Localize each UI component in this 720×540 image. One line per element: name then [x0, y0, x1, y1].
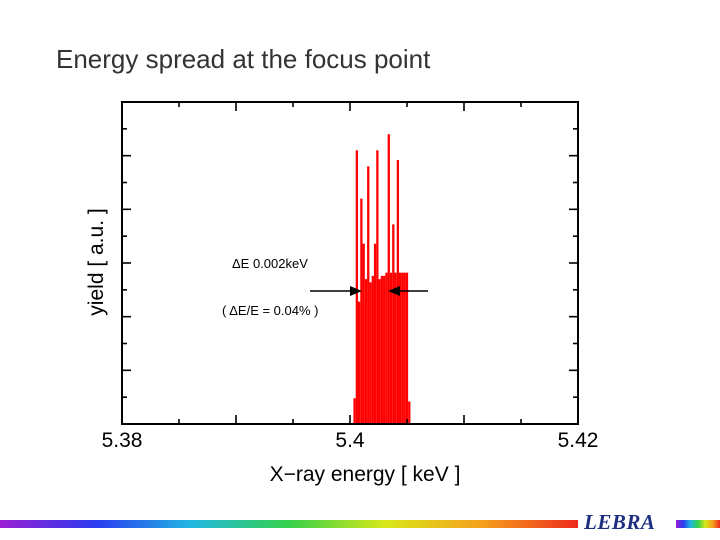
ticks-layer: [121, 101, 579, 425]
bar: [385, 272, 388, 424]
bar: [394, 272, 397, 424]
right-arrow: [388, 286, 428, 296]
bar: [369, 282, 372, 424]
x-tick-label: 5.38: [102, 429, 143, 452]
bar: [360, 198, 363, 424]
bar: [408, 401, 411, 424]
bar: [357, 301, 361, 424]
bar: [401, 272, 404, 424]
rainbow-divider: [0, 520, 578, 528]
bar: [362, 243, 365, 424]
bar: [364, 279, 368, 424]
x-tick-label: 5.42: [558, 429, 599, 452]
slide-title: Energy spread at the focus point: [56, 44, 431, 74]
energy-spread-chart: 5.38 5.4 5.42 ΔE 0.002keV ( ΔE/E = 0.04% )…: [85, 101, 599, 486]
plot-frame: [121, 101, 579, 425]
delta-e-annotation: ΔE 0.002keV: [232, 256, 308, 271]
x-tick-labels: 5.38 5.4 5.42: [102, 429, 599, 452]
bar: [403, 272, 406, 424]
bar: [378, 279, 381, 424]
rainbow-divider-right: [676, 520, 720, 528]
bar: [405, 272, 409, 424]
delta-e-ratio-annotation: ( ΔE/E = 0.04% ): [222, 303, 318, 318]
bar: [389, 272, 393, 424]
bar: [371, 275, 374, 424]
bar: [367, 166, 370, 424]
lebra-logo-text: LEBRA: [584, 510, 656, 534]
bar: [376, 150, 379, 425]
bar: [355, 150, 358, 425]
bar: [399, 272, 402, 424]
bar: [387, 134, 390, 424]
y-axis-label: yield [ a.u. ]: [85, 208, 108, 315]
x-tick-label: 5.4: [335, 429, 365, 452]
bar: [383, 275, 386, 424]
x-axis-label: X−ray energy [ keV ]: [270, 463, 461, 486]
bar: [380, 275, 384, 424]
bar: [353, 398, 356, 424]
left-arrow: [310, 286, 362, 296]
bar: [392, 224, 395, 424]
bar: [373, 243, 377, 424]
bars-layer: [353, 134, 411, 425]
